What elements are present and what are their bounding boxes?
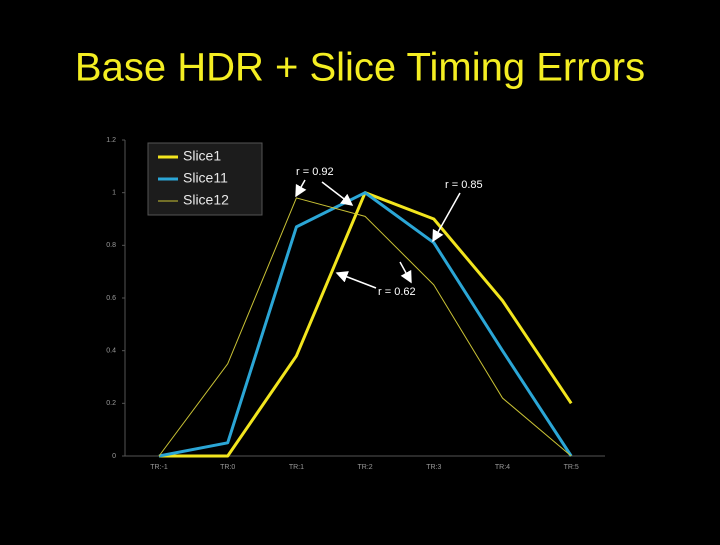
- y-tick-label: 1.2: [106, 137, 116, 144]
- x-tick-label: TR:2: [358, 464, 373, 471]
- slide-title: Base HDR + Slice Timing Errors: [75, 46, 645, 90]
- annotation: r = 0.85: [445, 179, 483, 191]
- y-tick-label: 0.2: [106, 400, 116, 407]
- legend-label: Slice12: [183, 192, 229, 208]
- legend-label: Slice11: [183, 170, 228, 186]
- y-tick-label: 0: [112, 453, 116, 460]
- y-tick-label: 0.4: [106, 348, 116, 355]
- legend-label: Slice1: [183, 148, 221, 164]
- x-tick-label: TR:3: [426, 464, 441, 471]
- x-tick-label: TR:0: [220, 464, 235, 471]
- series-line: [158, 197, 572, 457]
- series-line: [158, 191, 573, 458]
- annotation: r = 0.92: [296, 166, 334, 178]
- y-tick-label: 1: [112, 190, 116, 197]
- x-tick-label: TR:4: [495, 464, 510, 471]
- y-tick-label: 0.6: [106, 295, 116, 302]
- annotation: r = 0.62: [378, 286, 416, 298]
- y-tick-label: 0.8: [106, 242, 116, 249]
- x-tick-label: TR:1: [289, 464, 304, 471]
- annotation-arrows: [295, 179, 461, 289]
- x-tick-label: TR:5: [564, 464, 579, 471]
- x-tick-label: TR:-1: [150, 464, 168, 471]
